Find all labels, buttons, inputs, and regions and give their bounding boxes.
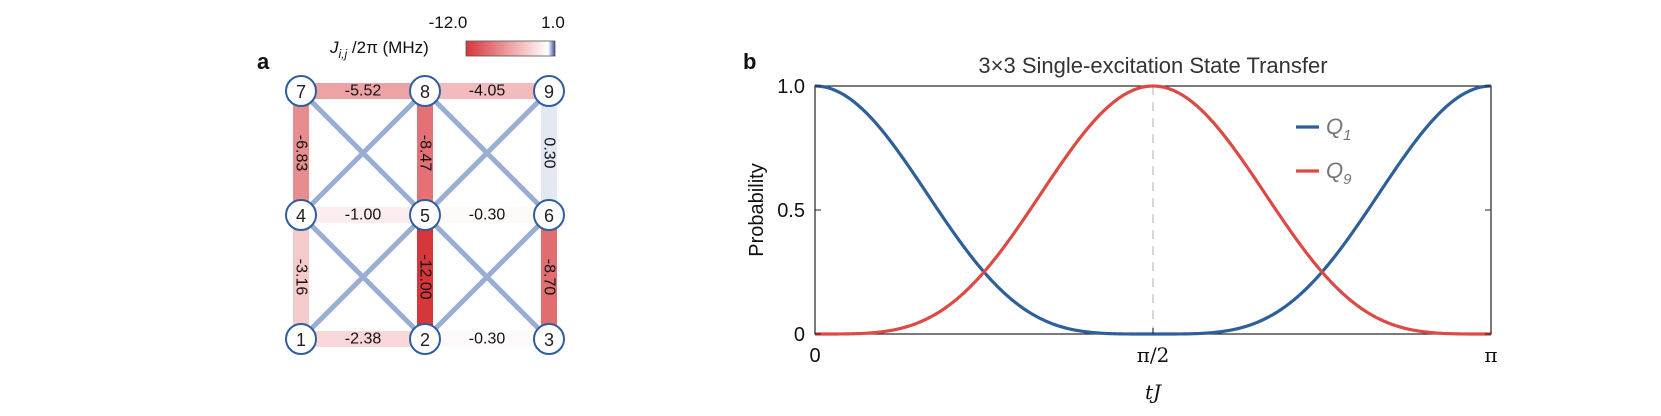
diagonal-edge-8-4 [299,89,427,217]
qubit-label: 8 [420,82,430,102]
qubit-node-4: 4 [285,199,317,231]
colorbar-title-sub: i,j [339,47,348,61]
legend-entry-q9: Q9 [1296,158,1352,188]
y-tick-label: 0.5 [777,200,805,222]
diagonal-edge-9-5 [423,89,551,217]
x-ticks: 0 π/2 π [809,328,1498,367]
qubit-label: 4 [296,206,306,226]
coupling-label-4-1: -3.16 [293,259,310,296]
x-tick-label: π [1484,343,1497,367]
coupling-label-5-2: -12.00 [417,254,434,299]
qubit-circle [533,75,565,107]
coupling-label-5-6: -0.30 [469,207,506,224]
coupling-label-8-9: -4.05 [469,83,506,100]
qubit-label: 5 [420,206,430,226]
colorbar-gradient [465,40,556,57]
qubit-circle [285,199,317,231]
diagonal-edge-5-1 [299,213,427,341]
qubit-label: 9 [544,82,554,102]
x-axis-label: tJ [1145,380,1162,404]
qubit-node-1: 1 [285,323,317,355]
qubit-circle [533,323,565,355]
colorbar-max-label: 1.0 [541,13,565,32]
colorbar-title-j: J [329,38,339,57]
colorbar: -12.0 1.0 Ji,j /2π (MHz) [329,13,565,61]
qubit-circle [285,323,317,355]
y-axis-label: Probability [746,163,768,256]
colorbar-title-rest: /2π (MHz) [347,38,429,57]
edge-labels: -5.52 -4.05 -1.00 -0.30 -2.38 -0.30 -6.83 -3.16… [293,83,558,348]
qubit-node-8: 8 [409,75,441,107]
colorbar-min-label: -12.0 [429,13,468,32]
qubit-label: 1 [296,330,306,350]
series-line-q9 [815,84,1491,336]
qubit-circle [533,199,565,231]
diagonal-edge-6-2 [423,213,551,341]
qubit-label: 2 [420,330,430,350]
y-tick-label: 1.0 [777,76,805,98]
qubit-label: 7 [296,82,306,102]
panel-b-label: b [743,49,756,74]
coupling-label-4-5: -1.00 [345,207,382,224]
qubit-node-9: 9 [533,75,565,107]
x-tick-label: π/2 [1137,343,1170,367]
panel-a-label: a [257,49,270,74]
diagonal-edges [299,89,551,341]
coupling-label-8-5: -8.47 [417,135,434,172]
panel-a: a -12.0 1.0 Ji,j /2π (MHz) -5.52 -4.05 -1.… [257,13,565,355]
y-tick-label: 0 [794,324,805,346]
legend-label: Q1 [1326,114,1351,144]
grid-edges [293,83,557,347]
qubit-node-2: 2 [409,323,441,355]
qubit-circle [409,199,441,231]
qubit-circle [285,75,317,107]
qubit-node-3: 3 [533,323,565,355]
coupling-label-2-3: -0.30 [469,331,506,348]
coupling-label-9-6: 0.30 [541,137,558,168]
qubit-label: 3 [544,330,554,350]
qubit-node-5: 5 [409,199,441,231]
chart-title: 3×3 Single-excitation State Transfer [978,53,1327,78]
y-ticks: 0 0.5 1.0 [777,76,1491,346]
x-tick-label: 0 [809,345,820,367]
legend-entry-q1: Q1 [1296,114,1351,144]
qubit-node-6: 6 [533,199,565,231]
nodes: 1 2 3 4 5 6 7 8 9 [285,75,565,355]
coupling-label-7-8: -5.52 [345,83,382,100]
coupling-label-1-2: -2.38 [345,331,382,348]
qubit-label: 6 [544,206,554,226]
coupling-label-6-3: -8.70 [541,259,558,296]
qubit-circle [409,323,441,355]
coupling-label-7-4: -6.83 [293,135,310,172]
legend-label: Q9 [1326,158,1352,188]
panel-b: b 3×3 Single-excitation State Transfer 0… [743,49,1498,404]
qubit-node-7: 7 [285,75,317,107]
qubit-circle [409,75,441,107]
colorbar-title: Ji,j /2π (MHz) [329,38,429,61]
